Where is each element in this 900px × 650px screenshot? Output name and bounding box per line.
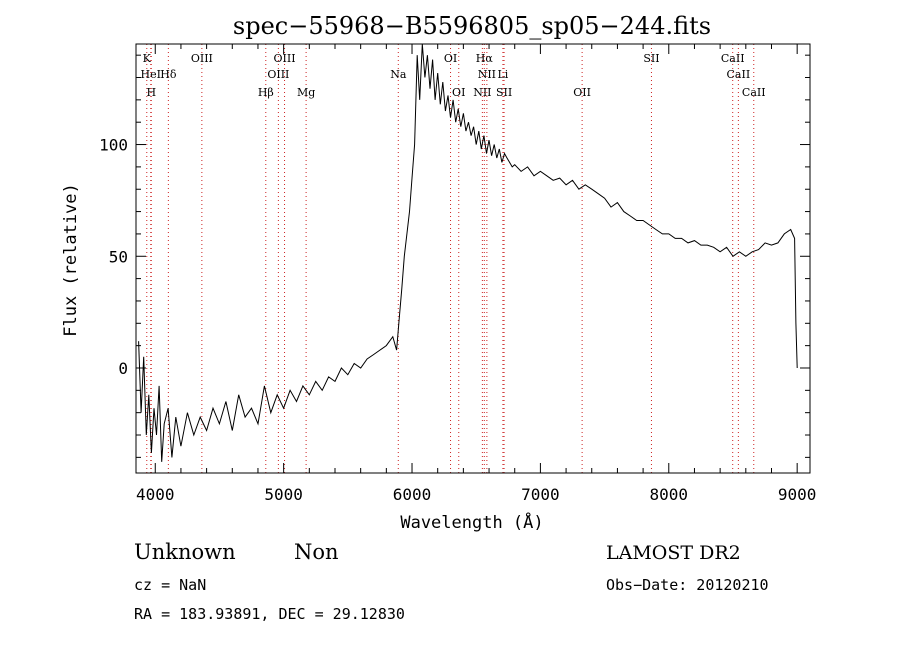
x-axis-ticks: 4000 5000 6000 7000 8000 9000 [136, 44, 816, 504]
line-label: OIII [267, 68, 289, 81]
line-label: Hβ [258, 86, 274, 99]
redshift-text: cz = NaN [134, 576, 206, 594]
line-label: OII [573, 86, 591, 99]
line-label: OIII [274, 52, 296, 65]
y-axis-label: Flux (relative) [61, 183, 81, 337]
line-label: Mg [297, 86, 315, 99]
line-label: SII [643, 52, 659, 65]
survey-name: LAMOST DR2 [606, 542, 741, 564]
line-label: SII [496, 86, 512, 99]
x-tick-label: 7000 [521, 485, 560, 504]
line-label: HeI [141, 68, 161, 81]
line-label: CaII [742, 86, 766, 99]
line-label: OIII [191, 52, 213, 65]
line-label: Na [390, 68, 407, 81]
line-label: OI [452, 86, 465, 99]
x-axis-label: Wavelength (Å) [400, 511, 543, 533]
y-axis-ticks: 0 50 100 [99, 54, 810, 458]
coordinates-text: RA = 183.93891, DEC = 29.12830 [134, 605, 405, 623]
y-tick-label: 50 [109, 247, 128, 266]
chart-title: spec−55968−B5596805_sp05−244.fits [233, 12, 711, 40]
spectrum-line [138, 43, 798, 462]
line-label: CaII [727, 68, 751, 81]
x-tick-label: 6000 [393, 485, 432, 504]
line-label: CaII [721, 52, 745, 65]
x-tick-label: 8000 [650, 485, 689, 504]
line-label: Li [497, 68, 508, 81]
line-label: H [146, 86, 156, 99]
observation-date: Obs−Date: 20120210 [606, 576, 769, 594]
line-label: NII [478, 68, 496, 81]
line-label: K [143, 52, 152, 65]
line-label: Hδ [160, 68, 177, 81]
x-tick-label: 9000 [778, 485, 817, 504]
line-label: OI [444, 52, 457, 65]
x-tick-label: 4000 [136, 485, 175, 504]
object-class: Unknown [134, 540, 236, 564]
y-tick-label: 0 [118, 359, 128, 378]
y-tick-label: 100 [99, 136, 128, 155]
line-label: NII [473, 86, 491, 99]
object-subclass: Non [294, 540, 339, 564]
line-label: Hα [476, 52, 494, 65]
x-tick-label: 5000 [264, 485, 303, 504]
plot-frame [135, 43, 811, 474]
spectral-line-markers [146, 44, 755, 473]
